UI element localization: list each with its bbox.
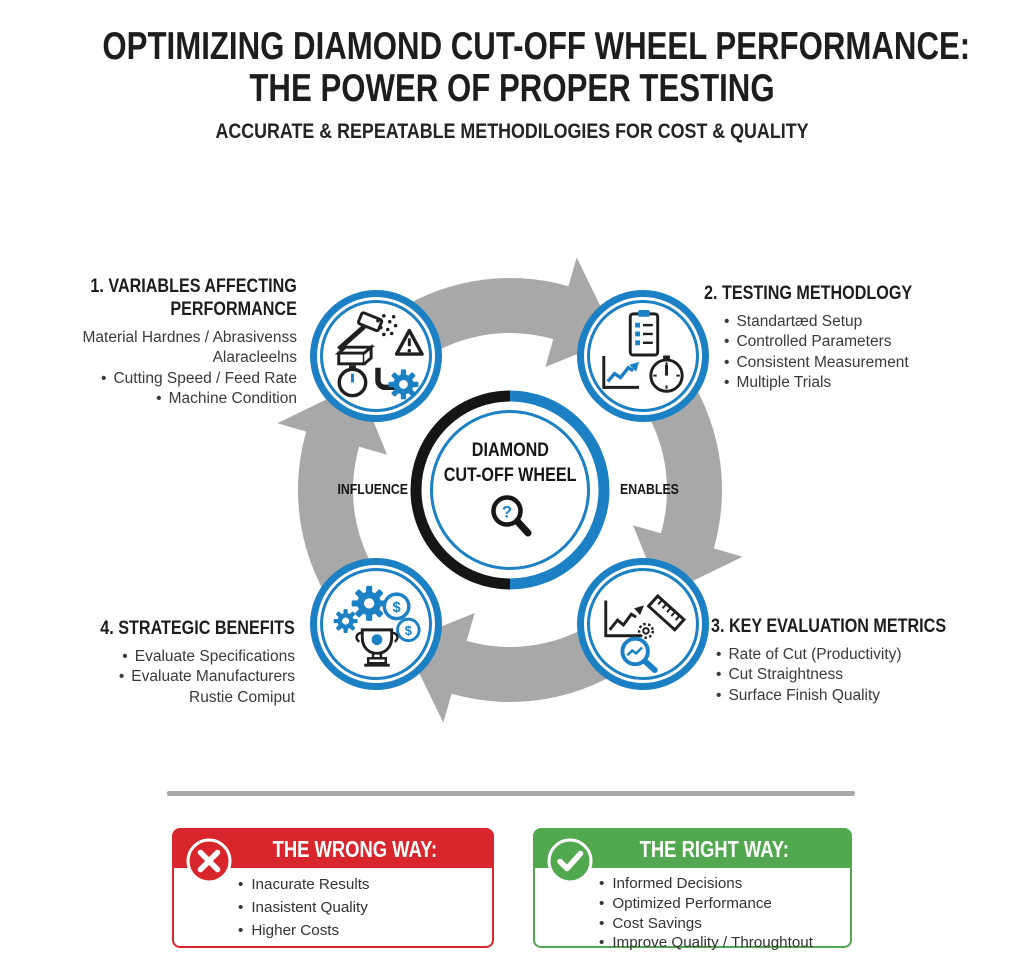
svg-text:$: $ [392,600,400,616]
center-hub: DIAMOND CUT-OFF WHEEL ? [416,396,604,584]
list-item: Optimized Performance [599,894,850,914]
magnifier-chart-icon [620,636,658,673]
gear-icon [333,609,358,634]
section-title: 3. KEY EVALUATION METRICS [711,616,947,637]
section-title: 1. VARIABLES AFFECTING PERFORMANCE [90,276,297,320]
center-title-line1: DIAMOND [471,440,549,462]
trophy-icon [355,628,399,667]
stopwatch-icon [337,365,368,398]
variables-circle [310,290,442,422]
list-item: Inasistent Quality [238,897,492,920]
list-item: Controlled Parameters [724,332,959,352]
wrong-way-list: Inacurate Results Inasistent Quality Hig… [238,874,492,942]
page-title-line2: THE POWER OF PROPER TESTING [249,67,775,111]
header: OPTIMIZING DIAMOND CUT-OFF WHEEL PERFORM… [0,25,1024,144]
chart-ruler-gear-magnifier-icon [604,593,687,673]
list-item: Improve Quality / Throughtout [599,933,850,953]
enables-label: ENABLES [620,482,679,498]
section-variables: 1. VARIABLES AFFECTING PERFORMANCE Mater… [7,276,297,409]
pipe-icon [375,367,395,391]
section-item-list: Standartæd Setup Controlled Parameters C… [704,312,959,394]
list-item: Evaluate Manufacturers [15,667,295,687]
list-item: Inacurate Results [238,874,492,897]
gears-coins-trophy-icon: $ $ [333,585,421,667]
section-testing: 2. TESTING METHODLOGY Standartæd Setup C… [704,283,959,394]
clipboard-chart-stopwatch-icon [602,309,684,393]
list-item: Machine Condition [7,389,297,409]
svg-text:?: ? [502,502,512,521]
right-way-title: THE RIGHT WAY: [639,835,790,862]
section-item-list: Rate of Cut (Productivity) Cut Straightn… [711,645,973,706]
gear-icon [351,585,387,621]
section-divider [167,791,855,796]
clipboard-icon [628,309,660,357]
warning-triangle-icon [394,328,424,356]
growth-chart-icon [604,600,644,638]
list-item: Surface Finish Quality [716,686,973,706]
page-subtitle: ACCURATE & REPEATABLE METHODILOGIES FOR … [215,120,809,144]
list-item: Rate of Cut (Productivity) [716,645,973,665]
right-way-panel: THE RIGHT WAY: Informed Decisions Optimi… [533,828,852,951]
right-way-list: Informed Decisions Optimized Performance… [599,874,850,953]
section-title: 4. STRATEGIC BENEFITS [100,618,295,639]
list-item: Cut Straightness [716,665,973,685]
benefits-circle: $ $ [310,558,442,690]
list-item: Cutting Speed / Feed Rate [7,369,297,389]
testing-circle [577,290,709,422]
gear-icon [388,369,419,400]
section-metrics: 3. KEY EVALUATION METRICS Rate of Cut (P… [711,616,973,706]
wrong-way-panel: THE WRONG WAY: Inacurate Results Inasist… [172,828,494,948]
list-item: Informed Decisions [599,874,850,894]
list-item: Evaluate Specifications [15,647,295,667]
list-item: Multiple Trials [724,373,959,393]
section-item-list: Material Hardnes / Abrasivenss Alaraclee… [7,328,297,410]
check-circle-icon [546,837,594,885]
magnifier-question-icon: ? [491,494,532,537]
list-item: Alaracleelns [212,349,297,367]
list-item: Rustie Comiput [189,688,295,706]
svg-text:$: $ [405,623,412,638]
dollar-coin-icon: $ [382,592,411,621]
stopwatch-icon [649,355,684,393]
ruler-icon [646,593,687,632]
list-item: Cost Savings [599,914,850,934]
list-item: Higher Costs [238,920,492,943]
x-circle-icon [185,837,233,885]
section-benefits: 4. STRATEGIC BENEFITS Evaluate Specifica… [15,618,295,708]
line-chart-icon [602,356,640,389]
influence-label: INFLUENCE [337,482,408,498]
list-item: Material Hardnes / Abrasivenss [82,328,297,346]
section-item-list: Evaluate Specifications Evaluate Manufac… [15,647,295,708]
hammer-particles-warning-stopwatch-gear-icon [334,311,424,400]
small-gear-icon [637,622,655,639]
center-title-line2: CUT-OFF WHEEL [443,465,577,486]
wrong-way-title: THE WRONG WAY: [272,835,438,862]
dollar-coin-icon: $ [396,617,421,643]
page-title-line1: OPTIMIZING DIAMOND CUT-OFF WHEEL PERFORM… [102,25,971,68]
section-title: 2. TESTING METHODLOGY [704,283,913,304]
list-item: Consistent Measurement [724,353,959,373]
center-ring [410,390,610,590]
list-item: Standartæd Setup [724,312,959,332]
metrics-circle [577,558,709,690]
clockwise-arrow-icon [385,257,617,367]
